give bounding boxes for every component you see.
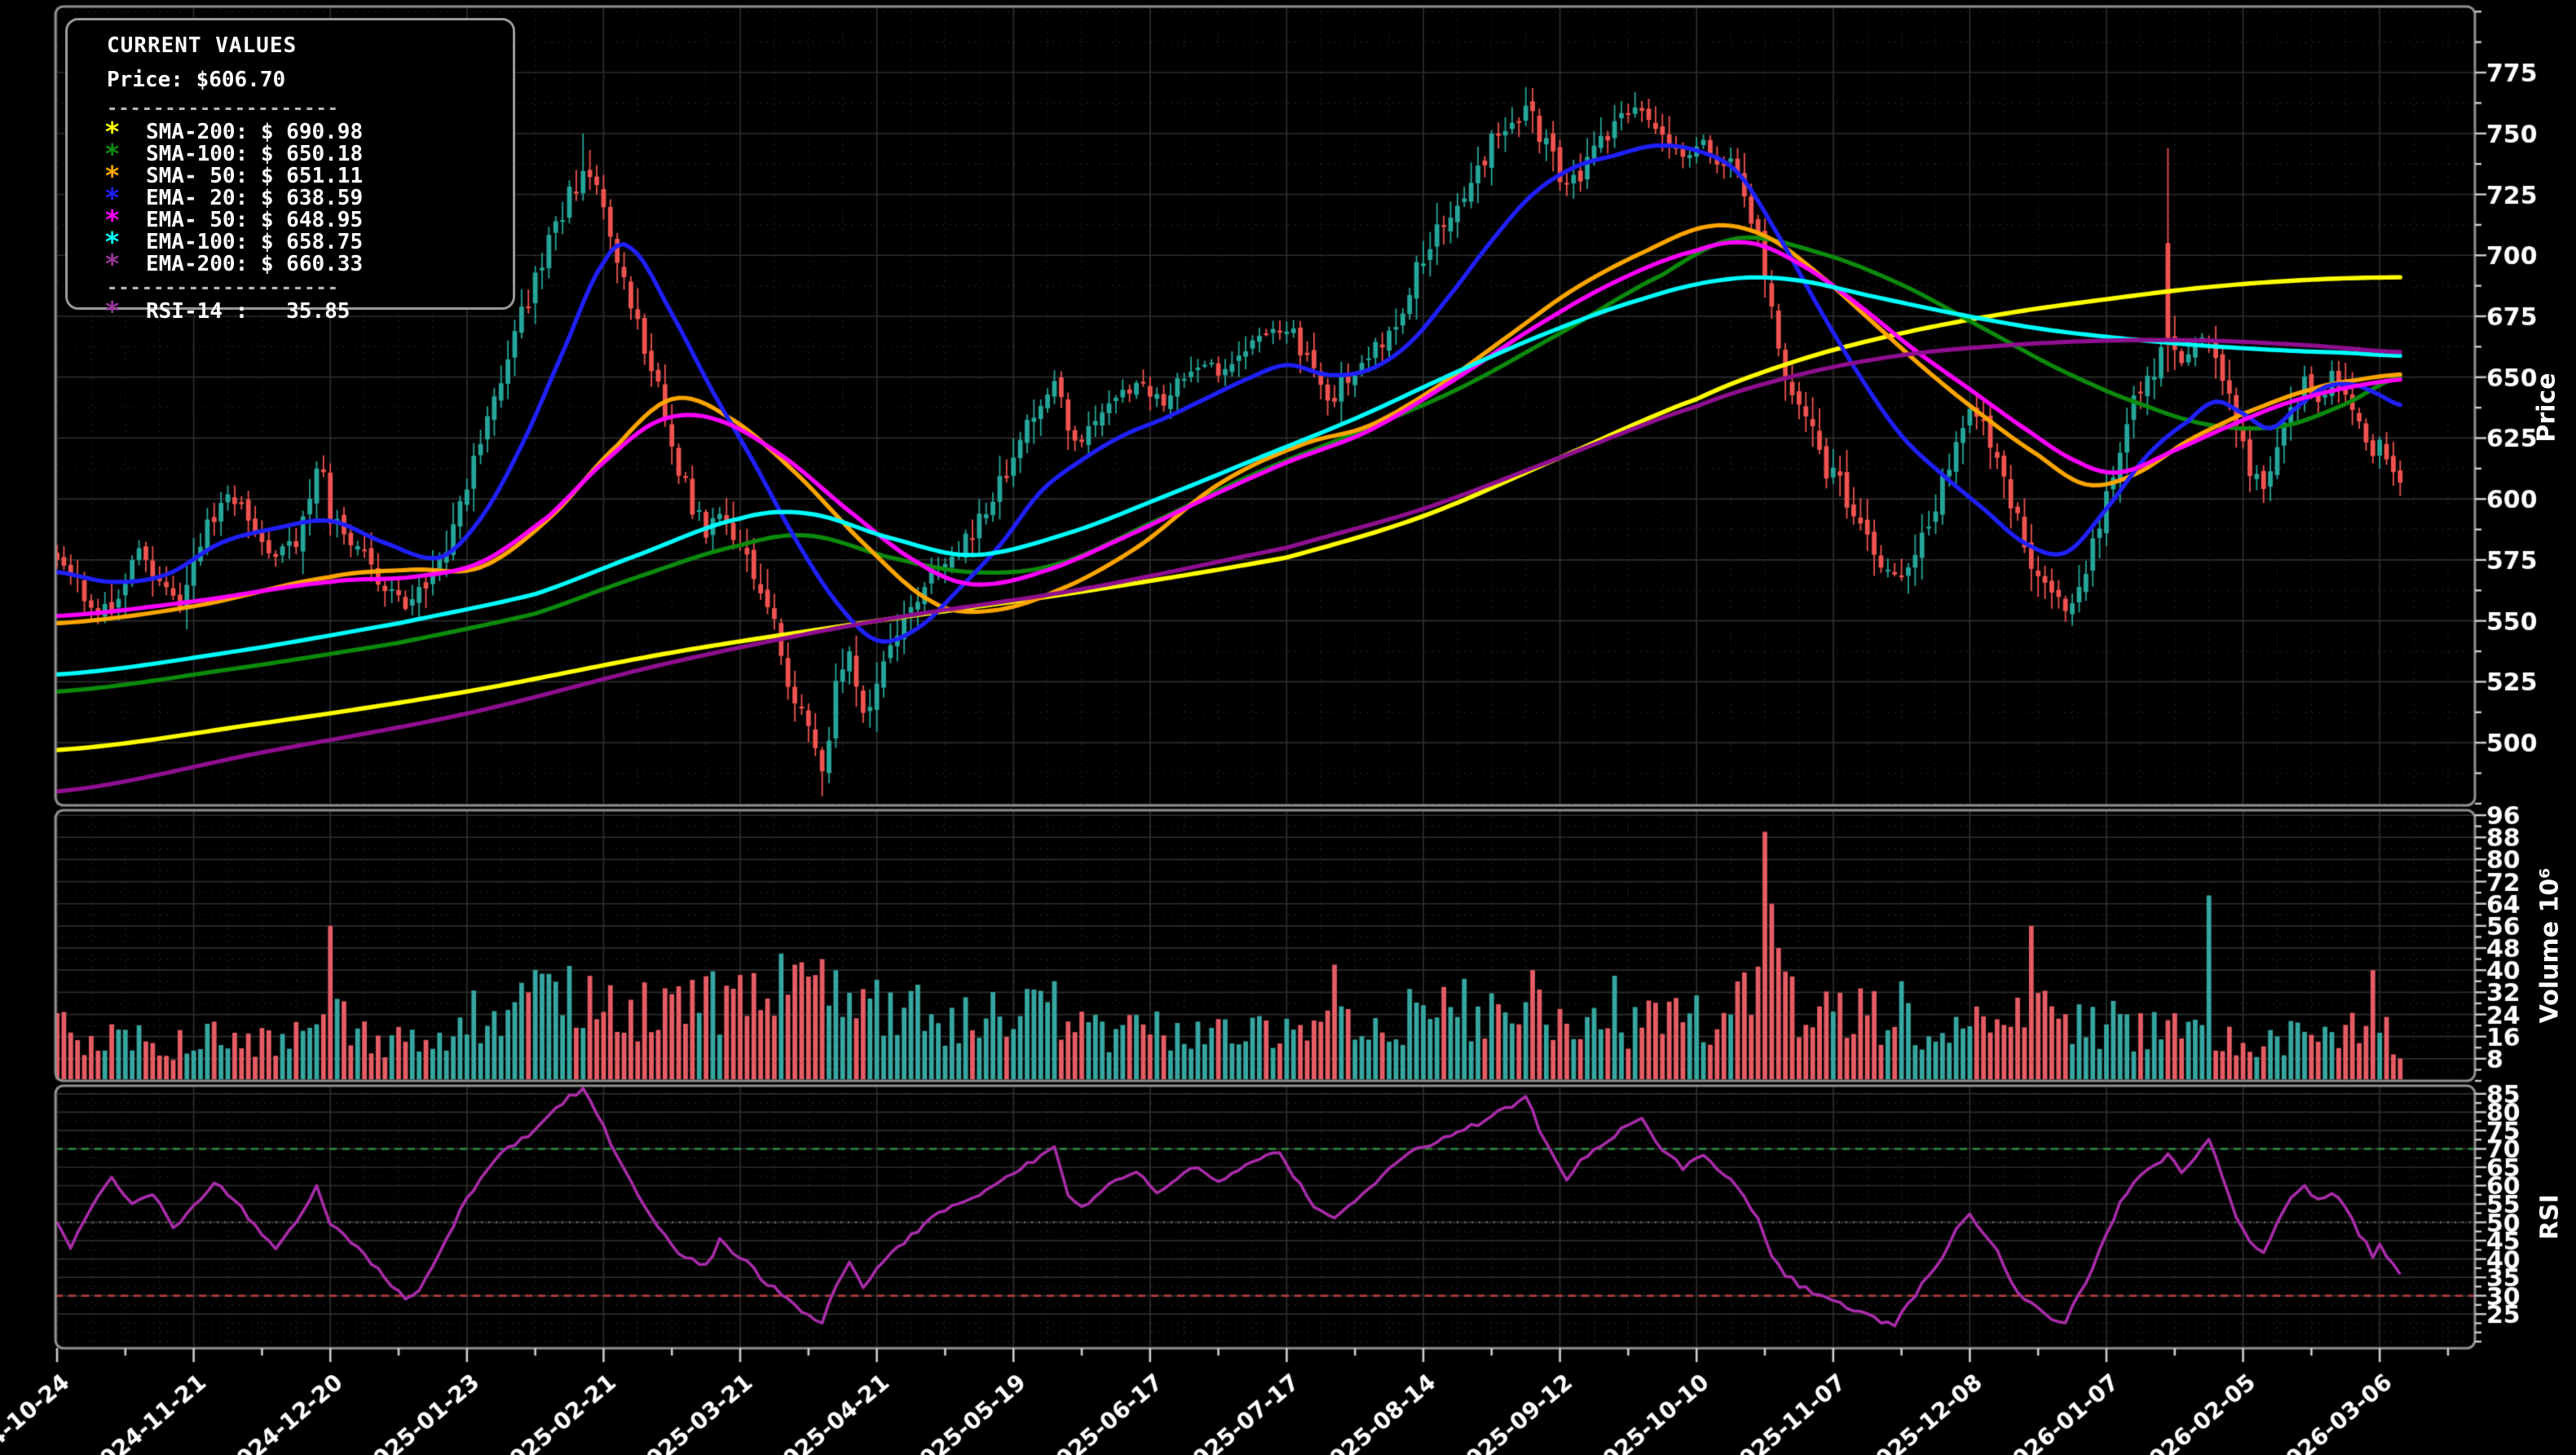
indicator-label: EMA-100: $ 658.75 [146, 229, 364, 254]
legend-indicator-row: * EMA-200: $ 660.33 [104, 247, 513, 280]
indicator-marker-icon: * [105, 203, 120, 236]
legend-separator: -------------------- [107, 278, 339, 298]
indicator-marker-icon: * [105, 181, 120, 214]
legend-title: CURRENT VALUES [107, 33, 298, 58]
indicator-label: EMA- 50: $ 648.95 [146, 207, 364, 232]
volume-axis-title: Volume 10⁶ [2535, 867, 2565, 1024]
indicator-marker-icon: * [105, 137, 120, 170]
indicator-marker-icon: * [105, 225, 120, 258]
legend-indicator-row: * RSI-14 : 35.85 [104, 294, 513, 327]
legend-indicator-row: * EMA- 50: $ 648.95 [104, 203, 513, 236]
legend-indicator-row: * EMA-100: $ 658.75 [104, 225, 513, 258]
indicator-label: EMA-200: $ 660.33 [146, 251, 364, 276]
indicator-marker-icon: * [105, 115, 120, 148]
legend-separator: -------------------- [107, 99, 339, 119]
indicator-label: SMA- 50: $ 651.11 [146, 163, 364, 188]
rsi-axis-title: RSI [2535, 1194, 2565, 1240]
indicator-marker-icon: * [105, 159, 120, 192]
indicator-label: SMA-200: $ 690.98 [146, 119, 364, 144]
indicator-label: SMA-100: $ 650.18 [146, 141, 364, 166]
indicator-marker-icon: * [105, 294, 120, 327]
indicator-label: EMA- 20: $ 638.59 [146, 185, 364, 210]
legend-indicator-row: * EMA- 20: $ 638.59 [104, 181, 513, 214]
legend-indicator-row: * SMA-100: $ 650.18 [104, 137, 513, 170]
legend-indicator-row: * SMA-200: $ 690.98 [104, 115, 513, 148]
legend-price-value: Price: $606.70 [107, 68, 286, 92]
legend-indicator-list: * SMA-200: $ 690.98 * SMA-100: $ 650.18 * SMA… [104, 115, 513, 280]
legend-box: CURRENT VALUES Price: $606.70 ----------… [65, 18, 515, 324]
legend-indicator-row: * SMA- 50: $ 651.11 [104, 159, 513, 192]
indicator-label: RSI-14 : 35.85 [146, 298, 351, 324]
legend-rsi-row: * RSI-14 : 35.85 [104, 294, 513, 327]
indicator-marker-icon: * [105, 247, 120, 280]
price-axis-title: Price [2532, 373, 2561, 443]
